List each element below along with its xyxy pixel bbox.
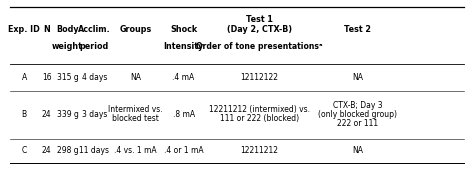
Text: weight: weight [52, 42, 83, 51]
Text: 11 days: 11 days [79, 147, 109, 155]
Text: period: period [80, 42, 109, 51]
Text: 339 g: 339 g [56, 110, 78, 119]
Text: Groups: Groups [119, 25, 152, 34]
Text: Shock: Shock [170, 25, 197, 34]
Text: 24: 24 [42, 110, 51, 119]
Text: .4 vs. 1 mA: .4 vs. 1 mA [114, 147, 157, 155]
Text: B: B [22, 110, 27, 119]
Text: 111 or 222 (blocked): 111 or 222 (blocked) [220, 114, 299, 123]
Text: Body: Body [56, 25, 79, 34]
Text: Intensity: Intensity [164, 42, 204, 51]
Text: Test 1: Test 1 [246, 15, 273, 24]
Text: 12211212: 12211212 [240, 147, 278, 155]
Text: 315 g: 315 g [56, 73, 78, 82]
Text: Intermixed vs.: Intermixed vs. [109, 105, 163, 114]
Text: .4 or 1 mA: .4 or 1 mA [164, 147, 203, 155]
Text: 298 g: 298 g [56, 147, 78, 155]
Text: (Day 2, CTX-B): (Day 2, CTX-B) [227, 25, 292, 34]
Text: (only blocked group): (only blocked group) [318, 110, 397, 119]
Text: 12112122: 12112122 [240, 73, 278, 82]
Text: 4 days: 4 days [82, 73, 107, 82]
Text: 24: 24 [42, 147, 51, 155]
Text: C: C [22, 147, 27, 155]
Text: Order of tone presentationsᵃ: Order of tone presentationsᵃ [196, 42, 322, 51]
Text: Test 2: Test 2 [344, 25, 371, 34]
Text: Exp. ID: Exp. ID [9, 25, 40, 34]
Text: NA: NA [130, 73, 141, 82]
Text: N: N [43, 25, 50, 34]
Text: NA: NA [352, 73, 363, 82]
Text: 222 or 111: 222 or 111 [337, 119, 378, 128]
Text: blocked test: blocked test [112, 114, 159, 123]
Text: 12211212 (intermixed) vs.: 12211212 (intermixed) vs. [209, 105, 310, 114]
Text: Acclim.: Acclim. [78, 25, 111, 34]
Text: .8 mA: .8 mA [173, 110, 195, 119]
Text: .4 mA: .4 mA [173, 73, 195, 82]
Text: A: A [22, 73, 27, 82]
Text: 16: 16 [42, 73, 51, 82]
Text: NA: NA [352, 147, 363, 155]
Text: 3 days: 3 days [82, 110, 107, 119]
Text: CTX-B; Day 3: CTX-B; Day 3 [333, 101, 383, 110]
